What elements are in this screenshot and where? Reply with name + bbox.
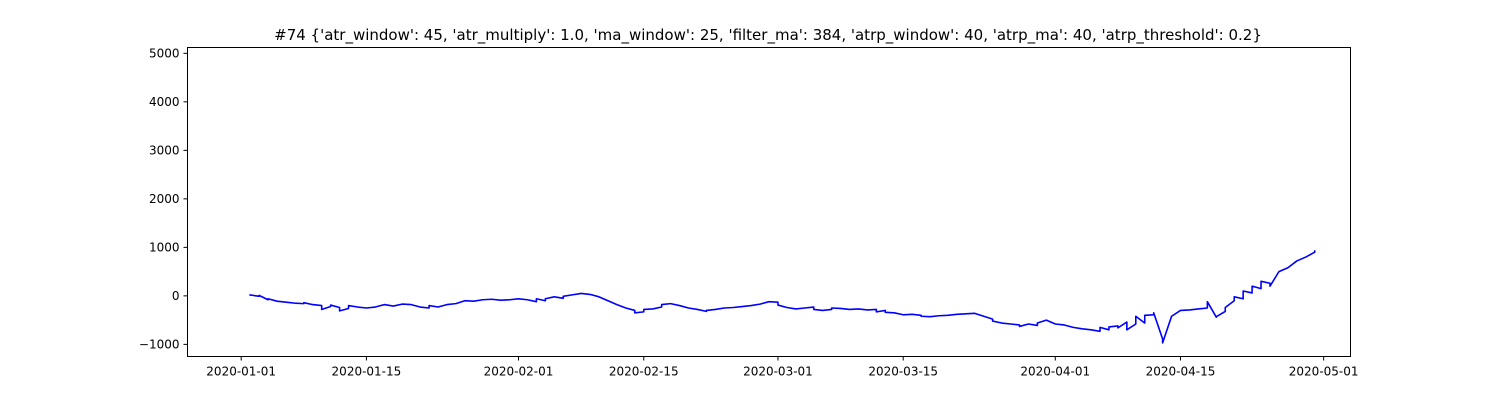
x-tick-label: 2020-03-01 [743,365,813,379]
y-tick-label: 1000 [149,240,180,254]
y-axis: −1000 0 1000 2000 3000 4000 5000 [139,46,188,351]
series-line [249,250,1316,344]
x-tick-label: 2020-04-15 [1146,365,1216,379]
y-tick-label: −1000 [139,337,180,351]
x-tick-label: 2020-01-15 [332,365,402,379]
x-tick-label: 2020-01-01 [206,365,276,379]
x-axis: 2020-01-01 2020-01-15 2020-02-01 2020-02-15… [206,356,1359,379]
series-group [249,250,1316,344]
chart-title: #74 {'atr_window': 45, 'atr_multiply': 1… [274,26,1262,45]
y-tick-label: 5000 [149,46,180,60]
y-tick-label: 0 [172,289,180,303]
x-tick-label: 2020-02-15 [609,365,679,379]
x-tick-label: 2020-04-01 [1020,365,1090,379]
y-tick-label: 3000 [149,143,180,157]
y-tick-label: 4000 [149,95,180,109]
x-tick-label: 2020-03-15 [868,365,938,379]
x-tick-label: 2020-05-01 [1289,365,1359,379]
y-tick-label: 2000 [149,192,180,206]
plot-frame [187,47,1351,357]
x-tick-label: 2020-02-01 [484,365,554,379]
plot-area: 2020-01-01 2020-01-15 2020-02-01 2020-02-15… [139,46,1359,378]
